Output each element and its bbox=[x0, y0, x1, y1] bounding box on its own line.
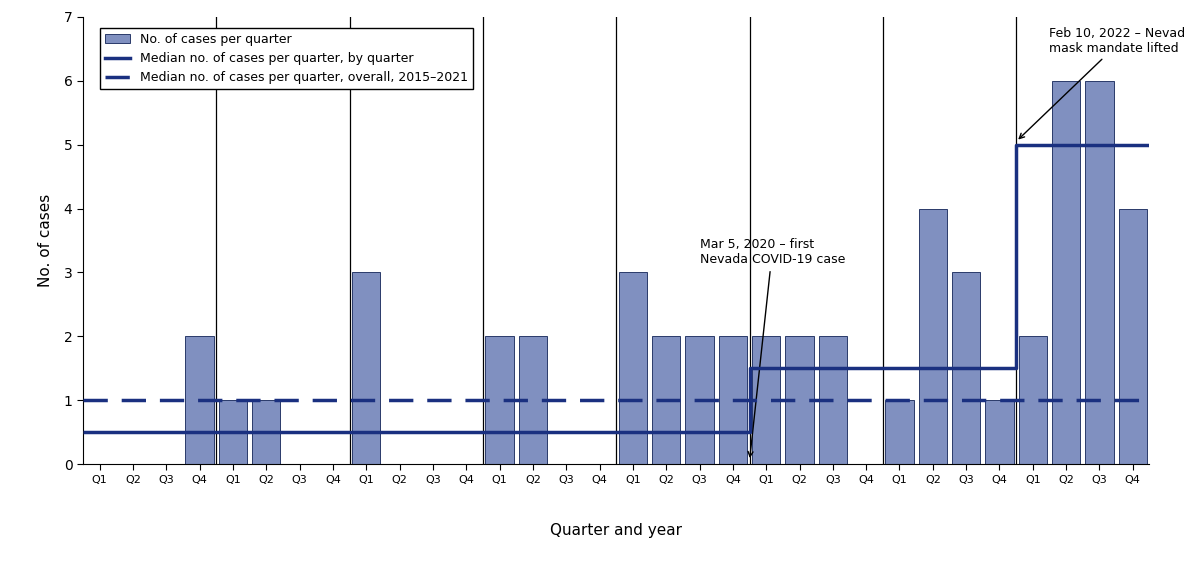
Bar bbox=[652, 336, 680, 464]
Bar bbox=[786, 336, 814, 464]
Bar bbox=[819, 336, 847, 464]
Bar bbox=[252, 400, 281, 464]
Bar bbox=[1119, 209, 1147, 464]
Bar bbox=[619, 272, 647, 464]
Bar bbox=[219, 400, 248, 464]
Bar bbox=[752, 336, 781, 464]
Bar bbox=[185, 336, 213, 464]
Bar bbox=[952, 272, 980, 464]
Bar bbox=[1019, 336, 1048, 464]
Bar bbox=[885, 400, 914, 464]
Bar bbox=[918, 209, 947, 464]
Bar bbox=[486, 336, 514, 464]
Bar bbox=[685, 336, 713, 464]
X-axis label: Quarter and year: Quarter and year bbox=[550, 524, 683, 538]
Text: Feb 10, 2022 – Nevada
mask mandate lifted: Feb 10, 2022 – Nevada mask mandate lifte… bbox=[1019, 27, 1185, 139]
Bar bbox=[718, 336, 747, 464]
Bar bbox=[352, 272, 380, 464]
Text: Mar 5, 2020 – first
Nevada COVID-19 case: Mar 5, 2020 – first Nevada COVID-19 case bbox=[699, 238, 845, 457]
Bar bbox=[985, 400, 1013, 464]
Bar bbox=[519, 336, 547, 464]
Legend: No. of cases per quarter, Median no. of cases per quarter, by quarter, Median no: No. of cases per quarter, Median no. of … bbox=[100, 28, 473, 89]
Y-axis label: No. of cases: No. of cases bbox=[38, 194, 52, 287]
Bar bbox=[1052, 81, 1081, 464]
Bar bbox=[1085, 81, 1114, 464]
